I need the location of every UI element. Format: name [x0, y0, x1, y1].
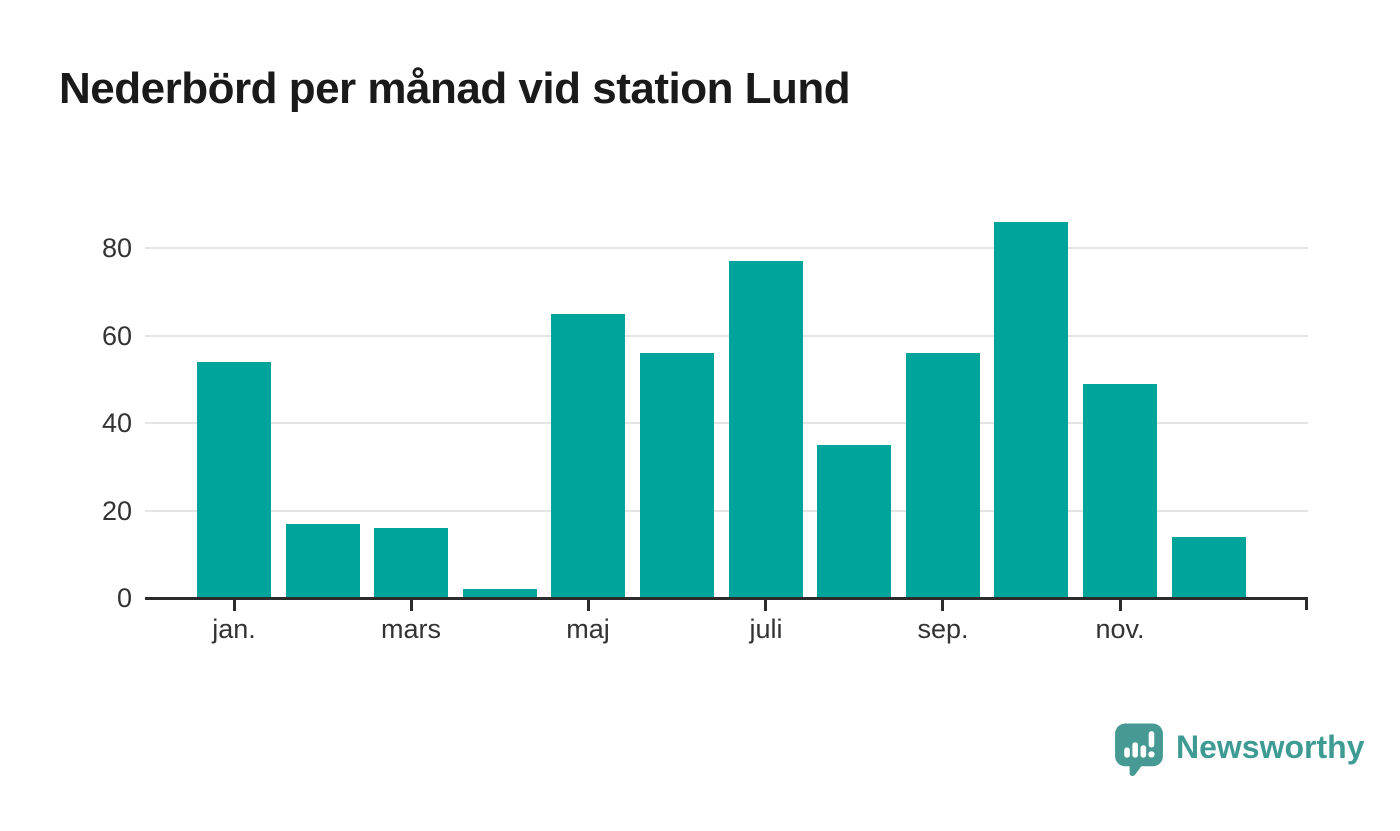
gridline-y-40	[145, 422, 1308, 424]
bar-feb	[286, 524, 360, 598]
y-axis-tick-label: 0	[116, 583, 132, 613]
y-axis-tick-label: 20	[101, 496, 132, 526]
x-axis-tick-jan	[233, 600, 236, 611]
bar-juli	[729, 261, 803, 598]
x-axis-tick-nov	[1119, 600, 1122, 611]
x-axis-end-cap	[1305, 597, 1308, 610]
bar-nov	[1083, 384, 1157, 598]
chart-title: Nederbörd per månad vid station Lund	[59, 64, 851, 113]
x-axis-tick-label: maj	[566, 614, 610, 644]
bar-dec	[1172, 537, 1246, 598]
gridline-y-20	[145, 510, 1308, 512]
bar-mars	[374, 528, 448, 598]
y-axis-tick-label: 40	[101, 408, 132, 438]
bar-juni	[640, 353, 714, 598]
x-axis-tick-label: nov.	[1095, 614, 1145, 644]
bar-april	[463, 589, 537, 598]
newsworthy-logo[interactable]: Newsworthy	[1113, 722, 1364, 777]
y-axis-tick-label: 80	[101, 233, 132, 263]
y-axis-tick-label: 60	[101, 321, 132, 351]
x-axis-line	[145, 597, 1308, 600]
x-axis-tick-sep	[941, 600, 944, 611]
x-axis-tick-label: jan.	[212, 614, 256, 644]
x-axis-tick-mars	[410, 600, 413, 611]
gridline-y-80	[145, 247, 1308, 249]
bar-okt	[994, 222, 1068, 598]
x-axis-tick-label: sep.	[917, 614, 969, 644]
x-axis-tick-maj	[587, 600, 590, 611]
newsworthy-logo-text: Newsworthy	[1176, 728, 1365, 765]
bar-maj	[551, 314, 625, 598]
bar-sep	[906, 353, 980, 598]
newsworthy-logo-icon	[1115, 723, 1163, 777]
x-axis-tick-juli	[764, 600, 767, 611]
x-axis-tick-label: mars	[381, 614, 441, 644]
bar-aug	[817, 445, 891, 598]
x-axis-tick-label: juli	[749, 614, 783, 644]
gridline-y-60	[145, 335, 1308, 337]
bar-jan	[197, 362, 271, 598]
